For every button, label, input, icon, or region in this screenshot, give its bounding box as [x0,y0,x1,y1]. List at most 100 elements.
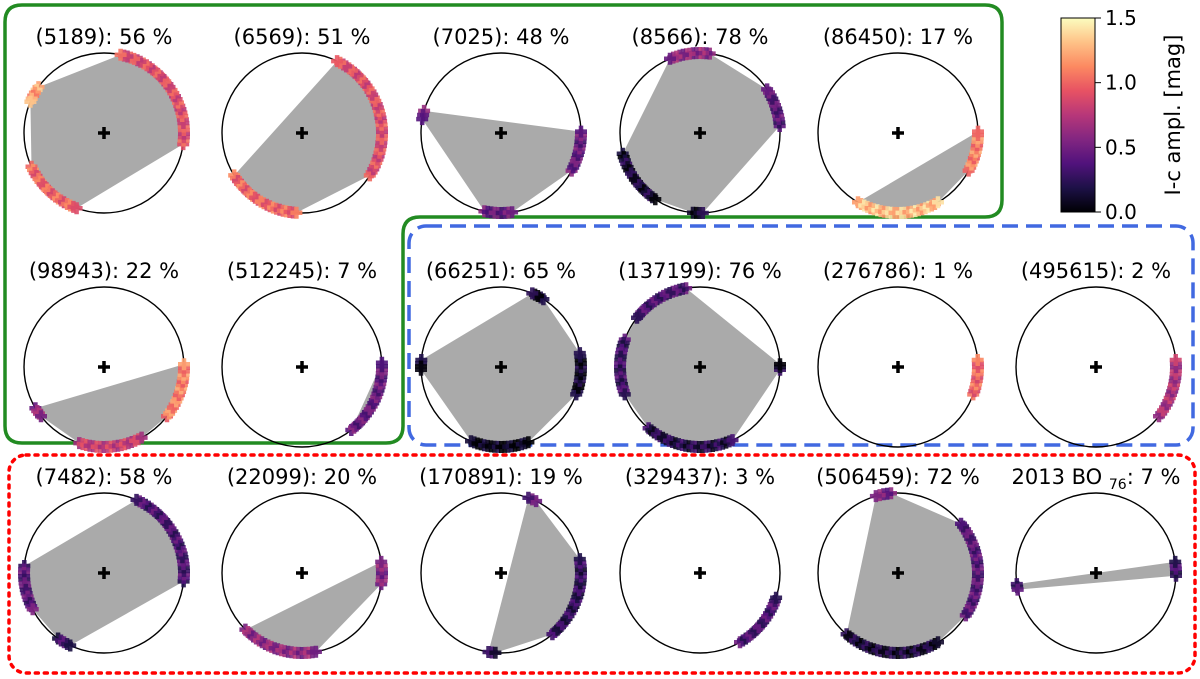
observation-point [618,388,631,401]
group-blue-frame [407,224,1195,447]
coverage-hull [422,110,581,213]
panel-title: (5189): 56 % [36,25,173,49]
observation-point [114,48,127,61]
observation-point [416,113,429,126]
observation-point [932,636,944,649]
coverage-hull [234,61,382,213]
colorbar-ticks: 0.0 0.5 1.0 1.5 [1095,6,1137,224]
panel: (506459): 72 % [816,465,984,659]
panel: (86450): 17 % [817,25,984,219]
panel-title: (22099): 20 % [227,465,377,489]
observation-point [489,646,502,659]
observation-point [290,206,303,219]
observation-point [761,83,774,96]
panel-title: (98943): 22 % [29,259,179,283]
panel-title: (7482): 58 % [36,465,173,489]
centre-cross [296,361,308,373]
centre-cross [495,567,507,579]
centre-cross [98,127,110,139]
panel: 2013 BO 76: 7 % [1010,465,1182,654]
panel-title: (66251): 65 % [426,259,576,283]
centre-cross [495,127,507,139]
centre-cross [1090,567,1102,579]
observation-point [375,356,388,369]
coverage-hull [245,561,382,653]
panel: (22099): 20 % [221,465,388,659]
group-red-frame [7,453,1197,675]
coverage-hull [35,364,185,447]
observation-point [506,206,519,219]
colorbar-gradient [1060,17,1096,213]
observation-point [1169,354,1182,366]
centre-cross [694,567,706,579]
centre-cross [495,361,507,373]
observation-point [1169,555,1182,568]
colorbar-tick-label: 1.0 [1105,71,1137,95]
panel-title: (170891): 19 % [419,465,583,489]
observation-point [631,311,643,324]
observation-point [696,207,709,219]
observation-point [130,493,143,506]
observation-point [664,52,676,65]
panel: (66251): 65 % [415,259,587,453]
colorbar-tick-label: 0.0 [1105,200,1137,224]
panel-title: (7025): 48 % [433,25,570,49]
centre-cross [892,361,904,373]
centre-cross [1090,361,1102,373]
panel-title: (86450): 17 % [823,25,973,49]
panel: (495615): 2 % [1015,259,1182,448]
panel-title-tail: : 7 % [1127,465,1181,489]
observation-point [526,287,539,300]
observation-point [575,125,587,138]
observation-point [331,55,344,68]
centre-cross [694,361,706,373]
colorbar-tick-label: 0.5 [1105,135,1137,159]
coverage-hull [351,362,382,430]
centre-cross [296,567,308,579]
panel: (6569): 51 % [221,25,388,219]
observation-point [415,363,427,376]
coverage-hull [488,497,581,653]
observation-point [869,490,882,503]
observation-point [24,95,37,108]
observation-point [26,603,39,616]
observation-point [932,196,944,209]
panel-title-subscript: 76 [1109,477,1127,493]
panel-title-main: 2013 BO [1012,465,1109,489]
panel-title: (8566): 78 % [632,25,769,49]
observation-point [375,555,388,568]
coverage-hull [858,131,978,213]
observation-point [309,645,322,658]
panel: (276786): 1 % [817,259,984,448]
observation-point [972,125,984,138]
coverage-hull [846,493,978,653]
observation-point [649,193,662,206]
observation-point [522,491,535,504]
panel: (512245): 7 % [221,259,388,448]
centre-cross [892,567,904,579]
group-green-frame [3,3,1004,445]
observation-point [955,517,967,530]
panel-title: (329437): 3 % [625,465,775,489]
group-frames [3,3,1197,675]
panel: (137199): 76 % [614,259,786,453]
colorbar: 0.0 0.5 1.0 1.5 I-c ampl. [mag] [1060,6,1185,224]
centre-cross [694,127,706,139]
observation-point [178,358,190,371]
observation-point [573,553,586,566]
observation-point [522,436,535,449]
panel-title: (137199): 76 % [618,259,782,283]
panel-title: (506459): 72 % [816,465,980,489]
colorbar-label: I-c ampl. [mag] [1161,35,1185,196]
centre-cross [98,361,110,373]
panel-title: (276786): 1 % [823,259,973,283]
observation-point [70,202,83,215]
panel-title: (6569): 51 % [234,25,371,49]
panel: (329437): 3 % [619,465,783,654]
panel-title: 2013 BO 76: 7 % [1012,465,1181,493]
panel: (8566): 78 % [616,25,786,219]
panels: (5189): 56 % (6569): 51 % (7025): 48 % (856… [18,25,1182,659]
panel: (98943): 22 % [23,259,190,453]
observation-point [774,358,786,371]
